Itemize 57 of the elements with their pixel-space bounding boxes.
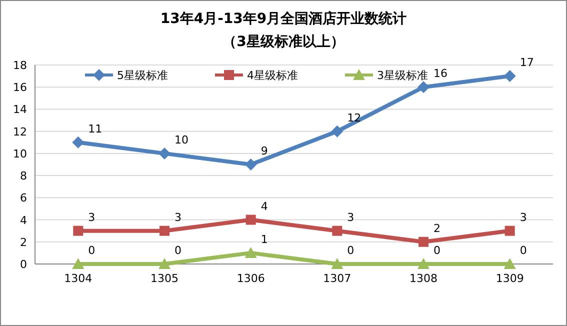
data-label: 12 bbox=[347, 111, 362, 124]
data-label: 10 bbox=[174, 133, 188, 146]
data-label: 16 bbox=[434, 67, 448, 80]
data-label: 9 bbox=[260, 144, 268, 158]
point bbox=[332, 226, 342, 236]
chart-title: 13年4月-13年9月全国酒店开业数统计 bbox=[160, 10, 407, 27]
point bbox=[418, 236, 428, 247]
data-label: 17 bbox=[520, 56, 534, 70]
point bbox=[244, 158, 257, 170]
y-tick-label: 10 bbox=[13, 147, 27, 160]
y-tick-label: 8 bbox=[20, 170, 27, 183]
legend-label: 3星级标准 bbox=[377, 69, 428, 82]
point bbox=[418, 81, 430, 94]
x-tick-label: 1306 bbox=[236, 272, 265, 285]
point bbox=[504, 226, 515, 236]
y-tick-label: 0 bbox=[20, 258, 27, 271]
y-tick-label: 2 bbox=[20, 236, 27, 249]
x-tick-label: 1308 bbox=[410, 272, 438, 285]
y-tick-label: 18 bbox=[13, 59, 27, 72]
y-tick-label: 12 bbox=[13, 125, 27, 138]
data-label: 3 bbox=[347, 210, 354, 224]
data-label: 3 bbox=[520, 210, 527, 224]
point bbox=[72, 136, 84, 148]
data-label: 4 bbox=[260, 200, 268, 213]
data-label: 2 bbox=[434, 222, 440, 235]
point bbox=[72, 258, 84, 269]
data-label: 0 bbox=[520, 244, 527, 257]
point bbox=[418, 258, 430, 269]
point bbox=[158, 147, 170, 160]
point bbox=[160, 226, 170, 236]
point bbox=[504, 70, 516, 82]
data-label: 0 bbox=[347, 244, 354, 257]
chart-subtitle: （3星级标准以上） bbox=[222, 34, 344, 50]
data-label: 11 bbox=[88, 122, 102, 136]
point bbox=[246, 214, 256, 225]
y-tick-label: 16 bbox=[13, 81, 27, 94]
point bbox=[331, 258, 344, 269]
x-tick-label: 1309 bbox=[496, 272, 524, 285]
y-tick-label: 6 bbox=[20, 192, 27, 205]
data-label: 0 bbox=[434, 244, 440, 257]
y-tick-label: 14 bbox=[13, 103, 27, 116]
data-label: 3 bbox=[174, 210, 182, 224]
x-tick-label: 1307 bbox=[323, 272, 352, 285]
data-label: 0 bbox=[174, 244, 182, 257]
point bbox=[331, 125, 344, 138]
y-tick-label: 4 bbox=[20, 214, 27, 227]
data-label: 0 bbox=[88, 244, 96, 257]
x-tick-label: 1304 bbox=[64, 272, 92, 285]
legend-label: 4星级标准 bbox=[247, 69, 298, 82]
point bbox=[504, 258, 516, 269]
legend-label: 5星级标准 bbox=[117, 69, 168, 82]
point bbox=[158, 258, 170, 269]
point bbox=[73, 226, 84, 236]
data-label: 3 bbox=[88, 210, 96, 224]
x-tick-label: 1305 bbox=[150, 272, 178, 285]
data-label: 1 bbox=[260, 232, 268, 246]
point bbox=[244, 246, 257, 258]
